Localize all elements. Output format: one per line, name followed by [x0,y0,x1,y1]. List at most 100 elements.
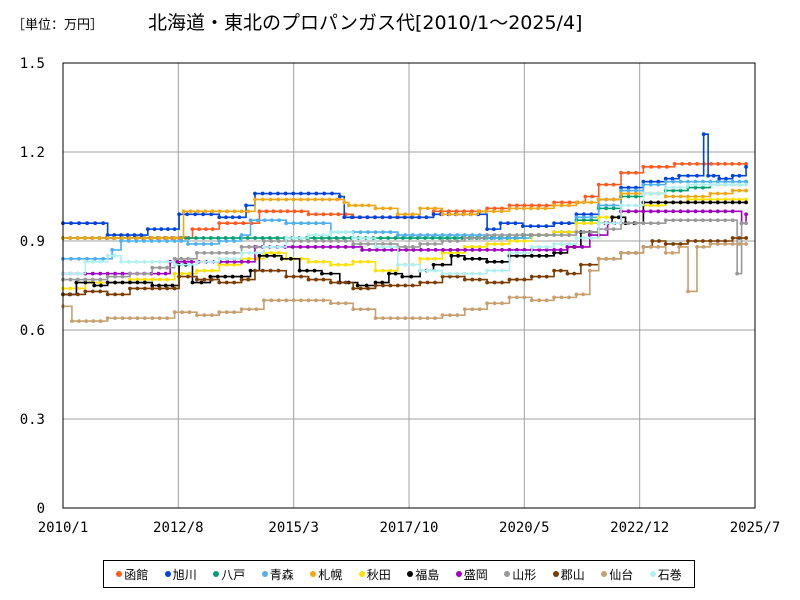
series-point [105,236,110,240]
series-point [706,173,711,178]
series-point [641,179,646,184]
series-point [513,221,518,226]
series-point [84,319,89,323]
series-point [306,298,311,303]
series-point [142,286,147,291]
series-point [634,250,638,255]
series-point [730,236,735,240]
series-point [663,200,668,205]
series-point [687,161,692,166]
series-point [381,206,385,211]
series-point [574,236,579,240]
series-point [90,271,95,276]
series-point [730,197,735,202]
series-point [186,242,190,246]
series-point [716,161,720,166]
series-point [276,298,281,303]
series-point [185,212,190,217]
series-point [440,274,445,279]
series-point [230,274,235,279]
series-point [70,319,74,323]
series-point [314,221,318,226]
series-point [260,268,265,273]
series-point [157,265,162,270]
series-point [276,239,281,243]
legend-marker [116,571,123,577]
series-point [298,197,303,202]
series-point [418,268,423,273]
series-point [201,212,206,217]
series-point [193,242,198,246]
series-point [190,227,195,232]
series-point [172,239,177,243]
series-point [217,209,222,214]
series-point [90,236,95,240]
series-point [150,277,155,282]
series-point [224,310,229,315]
series-point [611,197,616,202]
series-point [537,233,542,237]
series-point [678,200,683,205]
series-point [559,221,564,226]
series-point [581,212,586,217]
series-point [388,206,393,211]
series-point [589,212,594,217]
series-point [455,248,460,252]
series-point [514,248,519,252]
series-point [125,233,130,237]
series-point [711,173,716,178]
series-point [269,250,274,255]
series-point [172,286,177,291]
series-point [195,313,199,318]
series-point [462,236,467,240]
series-point [209,268,214,273]
series-point [529,298,534,303]
series-point [165,265,170,270]
series-point [284,236,289,240]
series-point [522,295,527,300]
series-point [365,215,370,220]
series-point [327,236,331,240]
series-point [177,274,181,279]
series-point [581,218,586,223]
series-point [656,182,661,187]
series-point [342,215,347,220]
series-point [232,310,237,315]
series-point [128,280,132,285]
series-point [737,173,742,178]
series-point [299,274,304,279]
series-point [403,283,408,288]
series-point [462,212,466,217]
series-point [314,277,318,282]
series-point [648,200,653,205]
series-point [408,236,413,240]
series-point [462,271,467,276]
series-point [254,245,259,249]
series-point [701,182,705,187]
series-point [257,253,262,258]
series-point [232,239,237,243]
series-point [715,200,720,205]
series-point [335,197,339,202]
series-point [611,203,616,208]
series-point [239,274,244,279]
series-point [730,209,735,214]
series-point [433,280,437,285]
series-point [201,236,206,240]
series-point [343,245,348,249]
series-point [187,262,192,267]
series-point [157,316,162,321]
series-point [463,248,467,252]
series-point [202,277,207,282]
series-point [208,274,213,279]
series-point [715,242,720,246]
series-point [529,274,534,279]
series-point [321,239,326,243]
series-point [91,319,96,323]
series-point [559,233,564,237]
series-point [544,203,549,208]
series-point [181,209,186,214]
series-point [330,191,334,196]
series-point [491,227,496,232]
series-point [128,277,132,282]
